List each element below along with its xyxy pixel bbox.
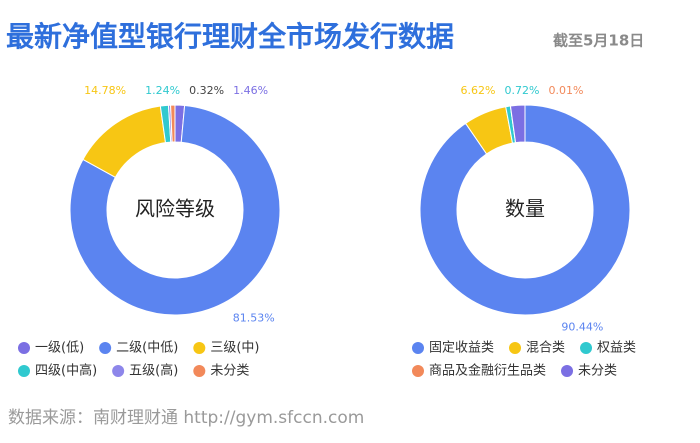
center-label: 风险等级 (135, 197, 215, 221)
legend-label: 权益类 (597, 340, 636, 356)
subtitle: 截至5月18日 (553, 32, 644, 50)
data-label: 81.53% (233, 312, 275, 325)
page-title: 最新净值型银行理财全市场发行数据 (6, 20, 454, 53)
legend-marker (193, 365, 206, 377)
legend-marker (412, 342, 424, 354)
legend-label: 一级(低) (35, 341, 84, 356)
data-label: 0.01% (548, 84, 583, 97)
data-label: 90.44% (561, 320, 603, 333)
legend-marker (18, 365, 30, 377)
slice (69, 104, 281, 316)
center-label: 数量 (505, 197, 545, 221)
legend-label: 固定收益类 (429, 341, 494, 356)
legend-label: 五级(高) (129, 363, 178, 379)
data-label: 1.46% (233, 84, 268, 97)
data-label: 1.24% (145, 84, 180, 97)
legend-marker (580, 342, 593, 354)
source: 数据来源：南财理财通 http://gym.sfccn.com (8, 408, 364, 428)
legend-label: 商品及金融衍生品类 (429, 363, 546, 379)
data-label: 0.32% (189, 84, 224, 97)
slice (509, 104, 526, 144)
slice (419, 104, 631, 316)
legend-label: 未分类 (578, 364, 617, 379)
data-label: 14.78% (84, 84, 126, 97)
data-label: 6.62% (460, 84, 495, 97)
slice (170, 104, 176, 143)
legend-label: 二级(中低) (116, 341, 178, 356)
legend-label: 未分类 (210, 364, 249, 379)
legend-marker (412, 365, 424, 377)
legend-label: 四级(中高) (35, 363, 97, 379)
legend-label: 三级(中) (210, 341, 259, 356)
legend-label: 混合类 (526, 341, 565, 356)
legend-marker (112, 365, 125, 377)
legend-marker (18, 342, 30, 354)
legend-marker (99, 342, 112, 354)
legend-marker (193, 342, 206, 354)
legend-marker (509, 342, 522, 354)
legend-marker (561, 365, 574, 377)
slice (82, 105, 167, 178)
data-label: 0.72% (504, 84, 539, 97)
